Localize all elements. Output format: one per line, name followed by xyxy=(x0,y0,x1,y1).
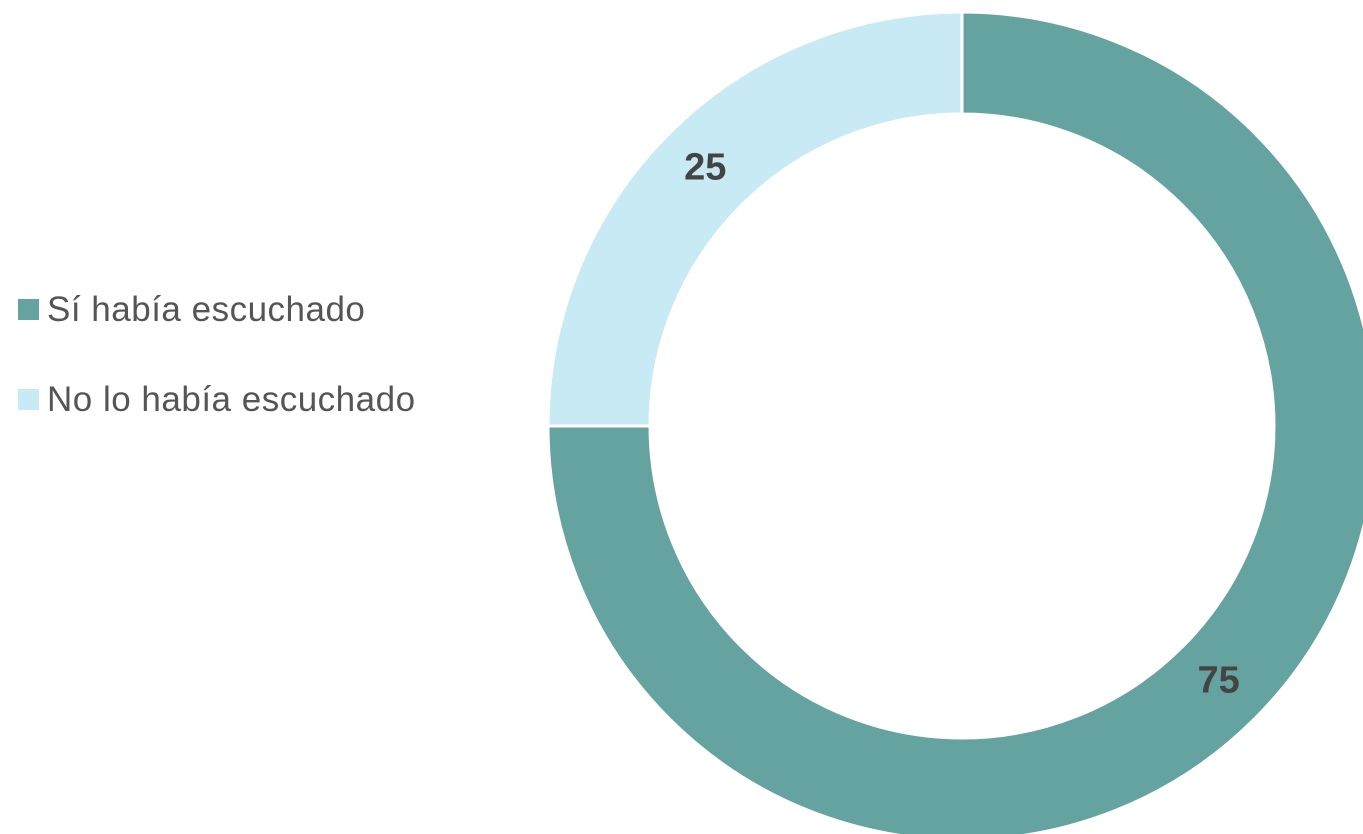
legend-item: No lo había escuchado xyxy=(18,372,468,428)
donut-slice xyxy=(546,10,1363,834)
legend-label: No lo había escuchado xyxy=(47,380,416,419)
legend-label: Sí había escuchado xyxy=(47,290,366,329)
data-label: 75 xyxy=(1198,660,1240,702)
data-label: 25 xyxy=(684,146,726,188)
legend-item: Sí había escuchado xyxy=(18,282,468,338)
legend: Sí había escuchado No lo había escuchado xyxy=(18,282,468,462)
legend-swatch xyxy=(18,389,39,410)
donut-slice xyxy=(546,10,964,428)
legend-swatch xyxy=(18,299,39,320)
